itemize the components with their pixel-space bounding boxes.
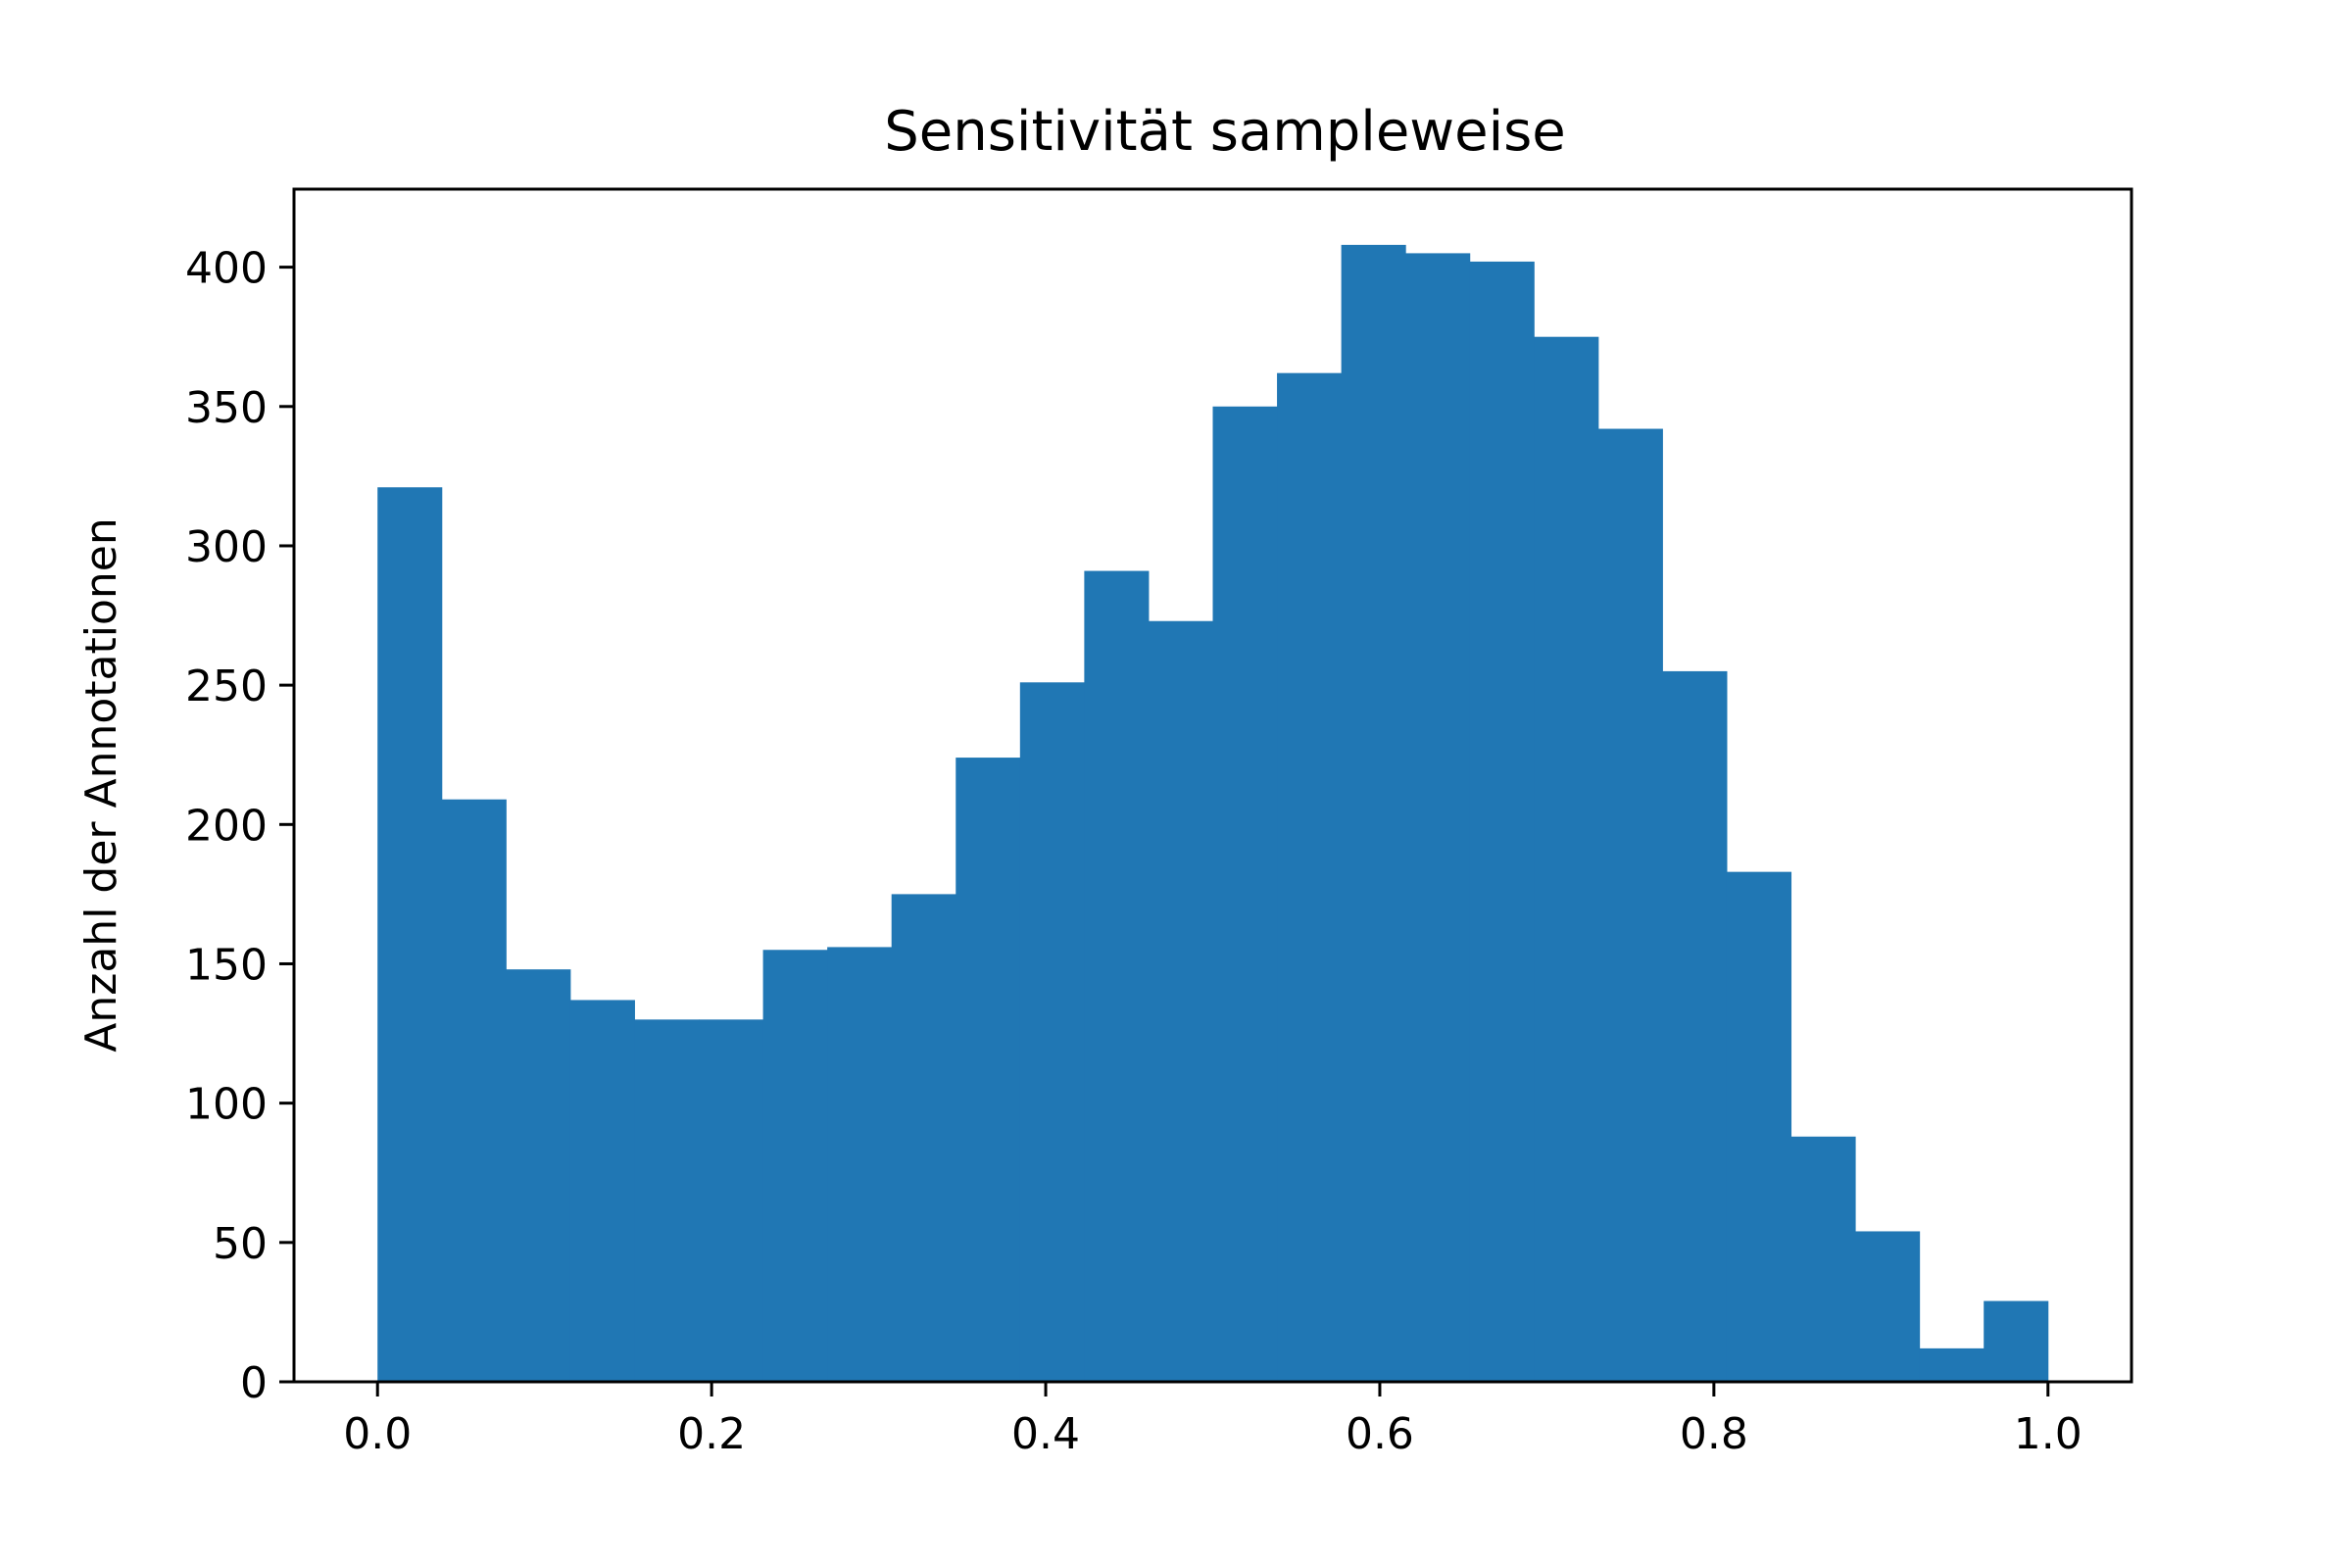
y-tick-label: 50 — [213, 1219, 268, 1269]
histogram-bar — [569, 1000, 635, 1382]
histogram-bar — [441, 799, 507, 1382]
histogram-bar — [1984, 1300, 2049, 1382]
histogram-bar — [1662, 670, 1728, 1382]
histogram-bar — [1148, 620, 1213, 1382]
y-tick-label: 100 — [185, 1080, 268, 1130]
histogram-bar — [506, 969, 571, 1382]
histogram-bar — [1919, 1348, 1984, 1382]
x-tick-label: 0.6 — [1346, 1409, 1414, 1459]
x-tick-label: 0.2 — [677, 1409, 746, 1459]
histogram-bar — [1405, 253, 1471, 1382]
histogram-bar — [762, 950, 828, 1382]
histogram-bar — [699, 1019, 764, 1382]
x-tick-label: 1.0 — [2014, 1409, 2082, 1459]
histogram-bar — [1855, 1231, 1921, 1382]
y-tick-label: 150 — [185, 940, 268, 990]
x-axis: 0.0 0.2 0.4 0.6 0.8 1.0 — [343, 1382, 2082, 1459]
histogram-bar — [1084, 570, 1150, 1382]
x-tick-label: 0.0 — [343, 1409, 412, 1459]
histogram-bar — [956, 758, 1021, 1382]
plot-frame — [292, 187, 2133, 1384]
y-tick-label: 350 — [185, 383, 268, 433]
histogram-bar — [634, 1019, 700, 1382]
histogram-bar — [1790, 1136, 1856, 1382]
x-tick-label: 0.8 — [1680, 1409, 1748, 1459]
histogram-bar — [891, 894, 956, 1382]
y-axis: 0 50 100 150 200 250 300 350 400 — [185, 244, 294, 1408]
chart-title: Sensitivität sampleweise — [884, 100, 1566, 164]
histogram-bar — [1597, 428, 1663, 1383]
y-tick-label: 400 — [185, 244, 268, 294]
x-tick-label: 0.4 — [1011, 1409, 1080, 1459]
histogram-bar — [1534, 336, 1599, 1383]
histogram-bar — [1726, 871, 1792, 1382]
histogram-bar — [1212, 406, 1278, 1382]
bars-group — [377, 244, 2049, 1383]
histogram-bar — [827, 947, 893, 1382]
y-tick-label: 250 — [185, 662, 268, 711]
y-tick-label: 0 — [240, 1358, 268, 1408]
histogram-bar — [1277, 372, 1343, 1382]
histogram-bar — [377, 487, 443, 1382]
y-tick-label: 300 — [185, 522, 268, 572]
histogram-bar — [1341, 244, 1406, 1383]
histogram-bar — [1469, 261, 1535, 1382]
y-axis-label: Anzahl der Annotationen — [76, 517, 126, 1052]
histogram-bar — [1019, 682, 1085, 1382]
y-tick-label: 200 — [185, 801, 268, 851]
